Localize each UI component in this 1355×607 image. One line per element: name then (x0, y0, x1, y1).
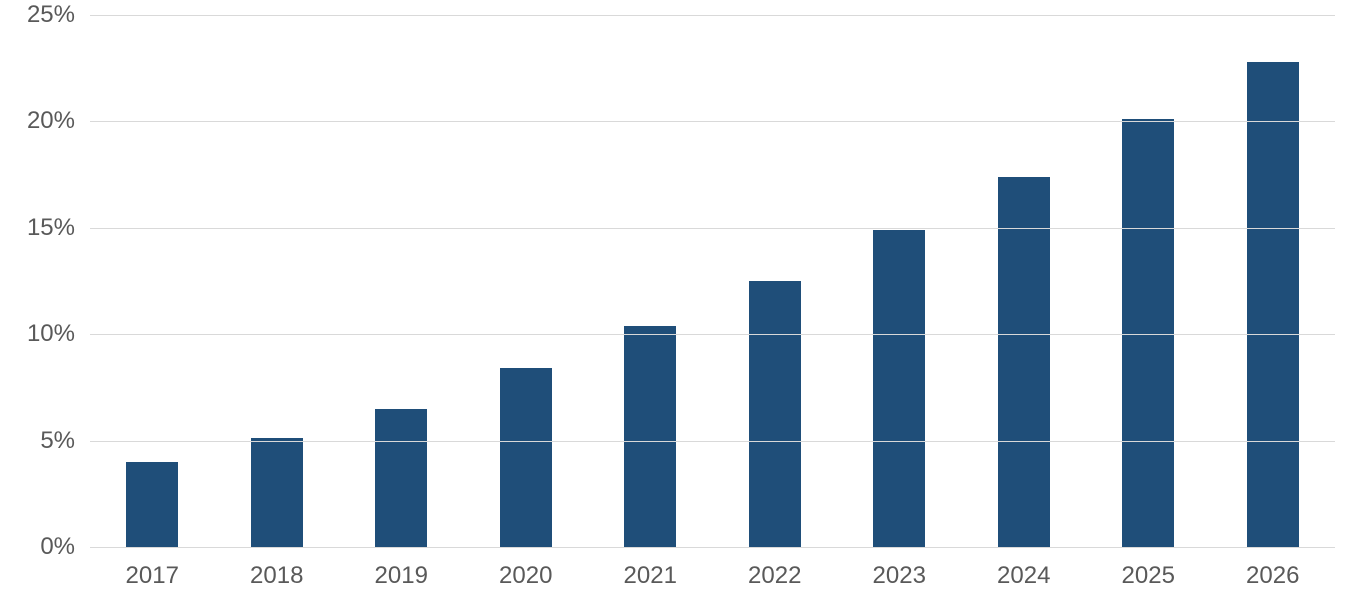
bar (500, 368, 552, 547)
grid-line (90, 547, 1335, 548)
y-tick-label: 15% (27, 214, 75, 242)
y-tick-label: 10% (27, 320, 75, 348)
x-tick-label: 2026 (1246, 562, 1299, 590)
grid-line (90, 15, 1335, 16)
y-tick-label: 5% (40, 427, 75, 455)
bar (126, 462, 178, 547)
bar (873, 230, 925, 547)
bar (1247, 62, 1299, 547)
bar (624, 326, 676, 547)
bar-chart: 0% 5% 10% 15% 20% 25% 2017 2018 2019 2020 2021 202… (0, 0, 1355, 607)
grid-line (90, 121, 1335, 122)
bar (251, 438, 303, 547)
x-tick-label: 2024 (997, 562, 1050, 590)
y-tick-label: 0% (40, 533, 75, 561)
x-axis-labels: 2017 2018 2019 2020 2021 2022 2023 2024 2025 2026 (90, 552, 1335, 607)
x-tick-label: 2021 (624, 562, 677, 590)
x-tick-label: 2020 (499, 562, 552, 590)
y-axis-labels: 0% 5% 10% 15% 20% 25% (0, 0, 85, 607)
bar (749, 281, 801, 547)
bar (375, 409, 427, 547)
x-tick-label: 2017 (126, 562, 179, 590)
x-tick-label: 2019 (375, 562, 428, 590)
plot-area (90, 15, 1335, 547)
grid-line (90, 228, 1335, 229)
x-tick-label: 2022 (748, 562, 801, 590)
x-tick-label: 2018 (250, 562, 303, 590)
y-tick-label: 20% (27, 107, 75, 135)
bar (1122, 119, 1174, 547)
grid-line (90, 441, 1335, 442)
x-tick-label: 2025 (1122, 562, 1175, 590)
x-tick-label: 2023 (873, 562, 926, 590)
bars-container (90, 15, 1335, 547)
y-tick-label: 25% (27, 1, 75, 29)
grid-line (90, 334, 1335, 335)
bar (998, 177, 1050, 547)
